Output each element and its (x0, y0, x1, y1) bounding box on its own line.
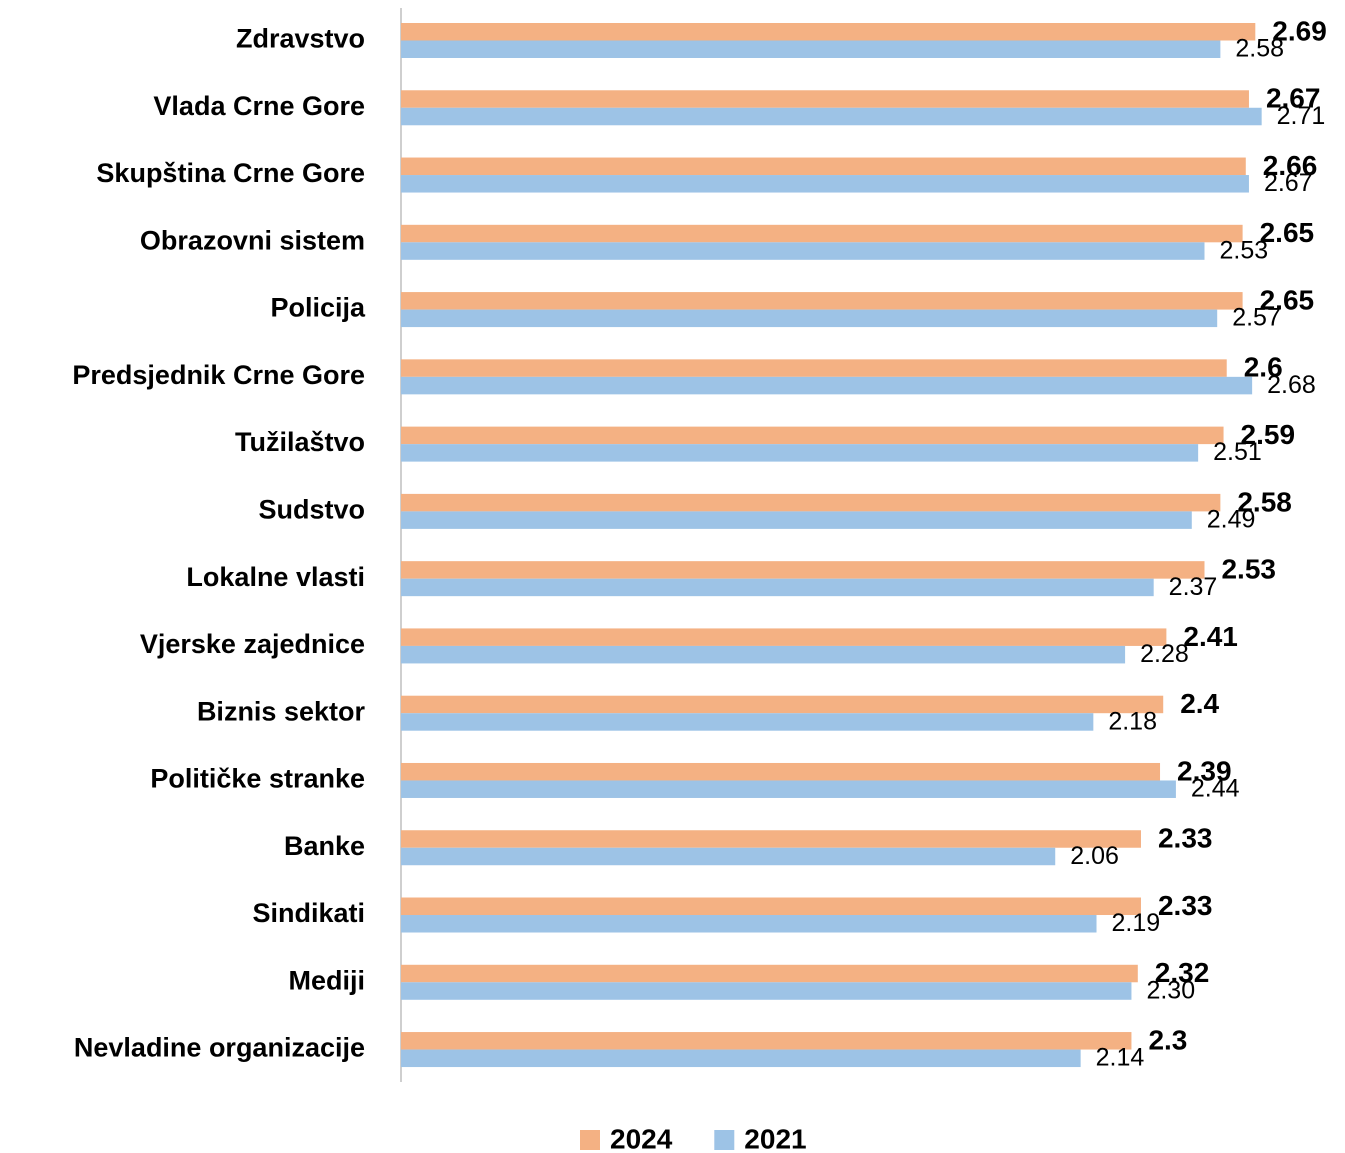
data-label: 2.44 (1191, 775, 1240, 803)
bar (401, 628, 1167, 646)
category-label: Lokalne vlasti (186, 562, 365, 592)
data-label: 2.49 (1207, 505, 1256, 533)
data-label: 2.53 (1221, 554, 1276, 585)
bar (401, 493, 1221, 512)
data-label: 2.6 (1244, 352, 1283, 383)
data-label: 2.68 (1267, 371, 1316, 399)
legend-label: 2021 (744, 1123, 806, 1153)
data-label: 2.19 (1112, 909, 1161, 937)
data-label: 2.58 (1237, 486, 1292, 517)
legend-swatch (580, 1130, 600, 1150)
bar (401, 309, 1218, 328)
category-label: Obrazovni sistem (140, 225, 365, 255)
bar (401, 23, 1256, 41)
data-label: 2.59 (1241, 419, 1296, 450)
bar (401, 578, 1154, 597)
bar (401, 915, 1097, 933)
bar (401, 376, 1253, 395)
data-label: 2.58 (1235, 35, 1284, 63)
bar (401, 897, 1141, 916)
data-label: 2.51 (1213, 438, 1262, 466)
data-label: 2.69 (1272, 15, 1327, 46)
category-label: Biznis sektor (197, 696, 366, 726)
bar (401, 830, 1141, 848)
data-label: 2.57 (1232, 304, 1281, 332)
bar (401, 695, 1164, 714)
category-label: Tužilaštvo (235, 427, 365, 457)
category-label: Zdravstvo (236, 24, 365, 54)
category-label: Policija (270, 293, 366, 323)
legend-label: 2024 (610, 1123, 673, 1153)
data-label: 2.3 (1148, 1024, 1187, 1055)
data-label: 2.67 (1264, 169, 1313, 197)
bar (401, 780, 1176, 798)
category-label: Nevladine organizacije (74, 1033, 365, 1063)
data-label: 2.33 (1158, 890, 1213, 921)
bar (401, 1049, 1081, 1068)
bar (401, 157, 1246, 176)
bar (401, 292, 1243, 310)
data-label: 2.4 (1180, 688, 1219, 719)
bar (401, 90, 1249, 108)
bar (401, 1032, 1132, 1050)
bar (401, 561, 1205, 579)
category-label: Političke stranke (150, 764, 365, 794)
bar (401, 645, 1126, 664)
category-label: Banke (284, 831, 365, 861)
category-label: Vjerske zajednice (140, 629, 365, 659)
data-label: 2.32 (1155, 957, 1210, 988)
bar (401, 242, 1205, 260)
bar (401, 175, 1249, 193)
data-label: 2.39 (1177, 755, 1232, 786)
data-label: 2.65 (1260, 217, 1315, 248)
bar (401, 359, 1227, 377)
data-label: 2.65 (1260, 284, 1315, 315)
data-label: 2.18 (1108, 707, 1157, 735)
bar (401, 847, 1056, 866)
data-label: 2.66 (1263, 150, 1318, 181)
data-label: 2.06 (1070, 842, 1119, 870)
category-label: Sindikati (252, 898, 365, 928)
data-label: 2.33 (1158, 823, 1213, 854)
data-label: 2.71 (1277, 102, 1326, 130)
category-label: Sudstvo (258, 495, 365, 525)
data-label: 2.30 (1146, 976, 1195, 1004)
category-label: Mediji (288, 965, 365, 995)
bar (401, 964, 1138, 983)
data-label: 2.37 (1169, 573, 1218, 601)
bar (401, 40, 1221, 58)
category-label: Vlada Crne Gore (153, 91, 365, 121)
bar (401, 511, 1192, 529)
bar (401, 982, 1132, 1000)
data-label: 2.41 (1183, 621, 1238, 652)
data-label: 2.14 (1096, 1044, 1145, 1072)
bar (401, 762, 1161, 781)
category-label: Predsjednik Crne Gore (72, 360, 365, 390)
bar (401, 713, 1094, 731)
legend-swatch (714, 1130, 735, 1150)
data-label: 2.28 (1140, 640, 1189, 668)
data-label: 2.53 (1219, 236, 1268, 264)
bar (401, 444, 1199, 462)
category-label: Skupština Crne Gore (96, 158, 365, 188)
bar (401, 224, 1243, 243)
data-label: 2.67 (1266, 83, 1321, 114)
bar (401, 107, 1262, 126)
bar (401, 426, 1224, 445)
